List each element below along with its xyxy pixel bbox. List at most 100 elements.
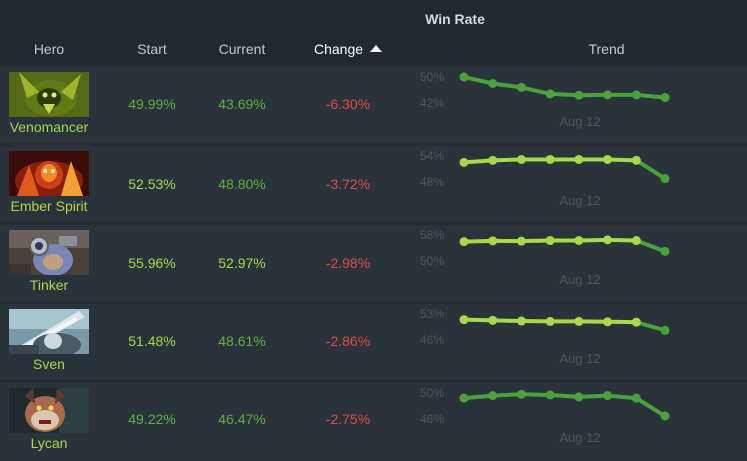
win-rate-change: -2.98% [325,255,371,271]
hero-name[interactable]: Venomancer [9,119,89,135]
trend-segment [462,158,495,165]
current-win-rate: 52.97% [218,255,266,271]
trend-point[interactable] [574,316,584,326]
trend-axis-max-label: 58% [420,228,444,242]
column-header-row: Hero Start Current Change Trend [0,36,747,64]
trend-point[interactable] [488,79,498,88]
trend-point[interactable] [574,154,584,164]
trend-point[interactable] [631,317,641,327]
trend-point[interactable] [516,389,526,399]
trend-point[interactable] [516,316,526,326]
table-row[interactable]: Ember Spirit 52.53% 48.80% -3.72% 54% 48%… [0,146,747,222]
trend-segment [634,238,667,254]
trend-segment [634,158,667,181]
trend-sparkline[interactable]: 54% 48% Aug 12 [414,146,747,222]
trend-point[interactable] [660,325,670,335]
trend-point[interactable] [516,154,526,164]
trend-axis-min-label: 46% [420,412,444,426]
trend-point[interactable] [488,236,498,246]
trend-sparkline[interactable]: 50% 46% Aug 12 [414,383,747,459]
trend-point[interactable] [545,236,555,246]
trend-point[interactable] [660,174,670,184]
trend-point[interactable] [488,155,498,165]
trend-point[interactable] [516,82,526,92]
trend-point[interactable] [574,392,584,402]
trend-point[interactable] [660,93,670,103]
trend-point[interactable] [459,237,469,247]
trend-segment [605,237,639,243]
trend-point[interactable] [631,90,641,100]
trend-point[interactable] [459,157,469,167]
trend-point[interactable] [603,391,613,401]
trend-point[interactable] [459,393,469,403]
trend-segment [634,320,667,333]
hero-name[interactable]: Ember Spirit [10,198,88,214]
trend-point[interactable] [660,246,670,256]
hero-name[interactable]: Lycan [30,435,68,451]
trend-segment [490,157,524,163]
trend-segment [605,157,639,163]
trend-point[interactable] [545,89,555,99]
start-win-rate: 51.48% [128,333,176,349]
column-header-start[interactable]: Start [137,41,167,57]
group-title-win-rate: Win Rate [425,11,485,27]
trend-date-label: Aug 12 [559,430,600,445]
win-rate-change: -2.86% [325,333,371,349]
trend-sparkline[interactable]: 50% 42% Aug 12 [414,67,747,143]
trend-segment [548,91,581,98]
trend-point[interactable] [459,72,469,82]
trend-segment [462,75,495,86]
column-header-current[interactable]: Current [218,41,266,57]
trend-axis-min-label: 42% [420,96,444,110]
trend-point[interactable] [603,90,613,100]
trend-segment [462,317,495,323]
trend-point[interactable] [603,317,613,327]
start-win-rate: 52.53% [128,176,176,192]
trend-sparkline[interactable]: 58% 50% Aug 12 [414,225,747,301]
lycan-portrait-icon[interactable] [9,388,89,433]
trend-point[interactable] [488,315,498,325]
trend-segment [462,393,495,401]
table-row[interactable]: Venomancer 49.99% 43.69% -6.30% 50% 42% Au… [0,67,747,143]
trend-point[interactable] [516,236,526,246]
win-rate-change: -3.72% [325,176,371,192]
trend-point[interactable] [603,154,613,164]
sven-portrait-icon[interactable] [9,309,89,354]
trend-point[interactable] [631,155,641,165]
table-row[interactable]: Tinker 55.96% 52.97% -2.98% 58% 50% Aug 12 [0,225,747,301]
ember-spirit-portrait-icon[interactable] [9,151,89,196]
trend-point[interactable] [459,315,469,325]
tinker-portrait-icon[interactable] [9,230,89,275]
trend-point[interactable] [545,154,555,164]
venomancer-portrait-icon[interactable] [9,72,89,117]
sort-ascending-icon [370,45,383,52]
current-win-rate: 48.80% [218,176,266,192]
start-win-rate: 49.22% [128,411,176,427]
trend-date-label: Aug 12 [559,351,600,366]
column-header-trend[interactable]: Trend [588,41,625,57]
column-header-hero[interactable]: Hero [33,41,65,57]
table-row[interactable]: Lycan 49.22% 46.47% -2.75% 50% 46% Aug 12 [0,383,747,461]
trend-point[interactable] [631,236,641,246]
trend-point[interactable] [660,411,670,421]
current-win-rate: 46.47% [218,411,266,427]
win-rate-change: -2.75% [325,411,371,427]
trend-sparkline[interactable]: 53% 46% Aug 12 [414,304,747,380]
trend-axis-max-label: 54% [420,149,444,163]
trend-point[interactable] [631,393,641,403]
win-rate-change: -6.30% [325,96,371,112]
trend-segment [576,237,610,243]
trend-point[interactable] [603,235,613,245]
start-win-rate: 55.96% [128,255,176,271]
column-header-change[interactable]: Change [296,41,400,57]
trend-axis-max-label: 53% [420,307,444,321]
trend-point[interactable] [488,391,498,401]
trend-point[interactable] [545,390,555,400]
hero-name[interactable]: Sven [33,356,65,372]
trend-point[interactable] [574,236,584,246]
table-row[interactable]: Sven 51.48% 48.61% -2.86% 53% 46% Aug 12 [0,304,747,380]
hero-name[interactable]: Tinker [29,277,69,293]
trend-point[interactable] [574,90,584,100]
trend-point[interactable] [545,316,555,326]
trend-segment [548,392,581,399]
